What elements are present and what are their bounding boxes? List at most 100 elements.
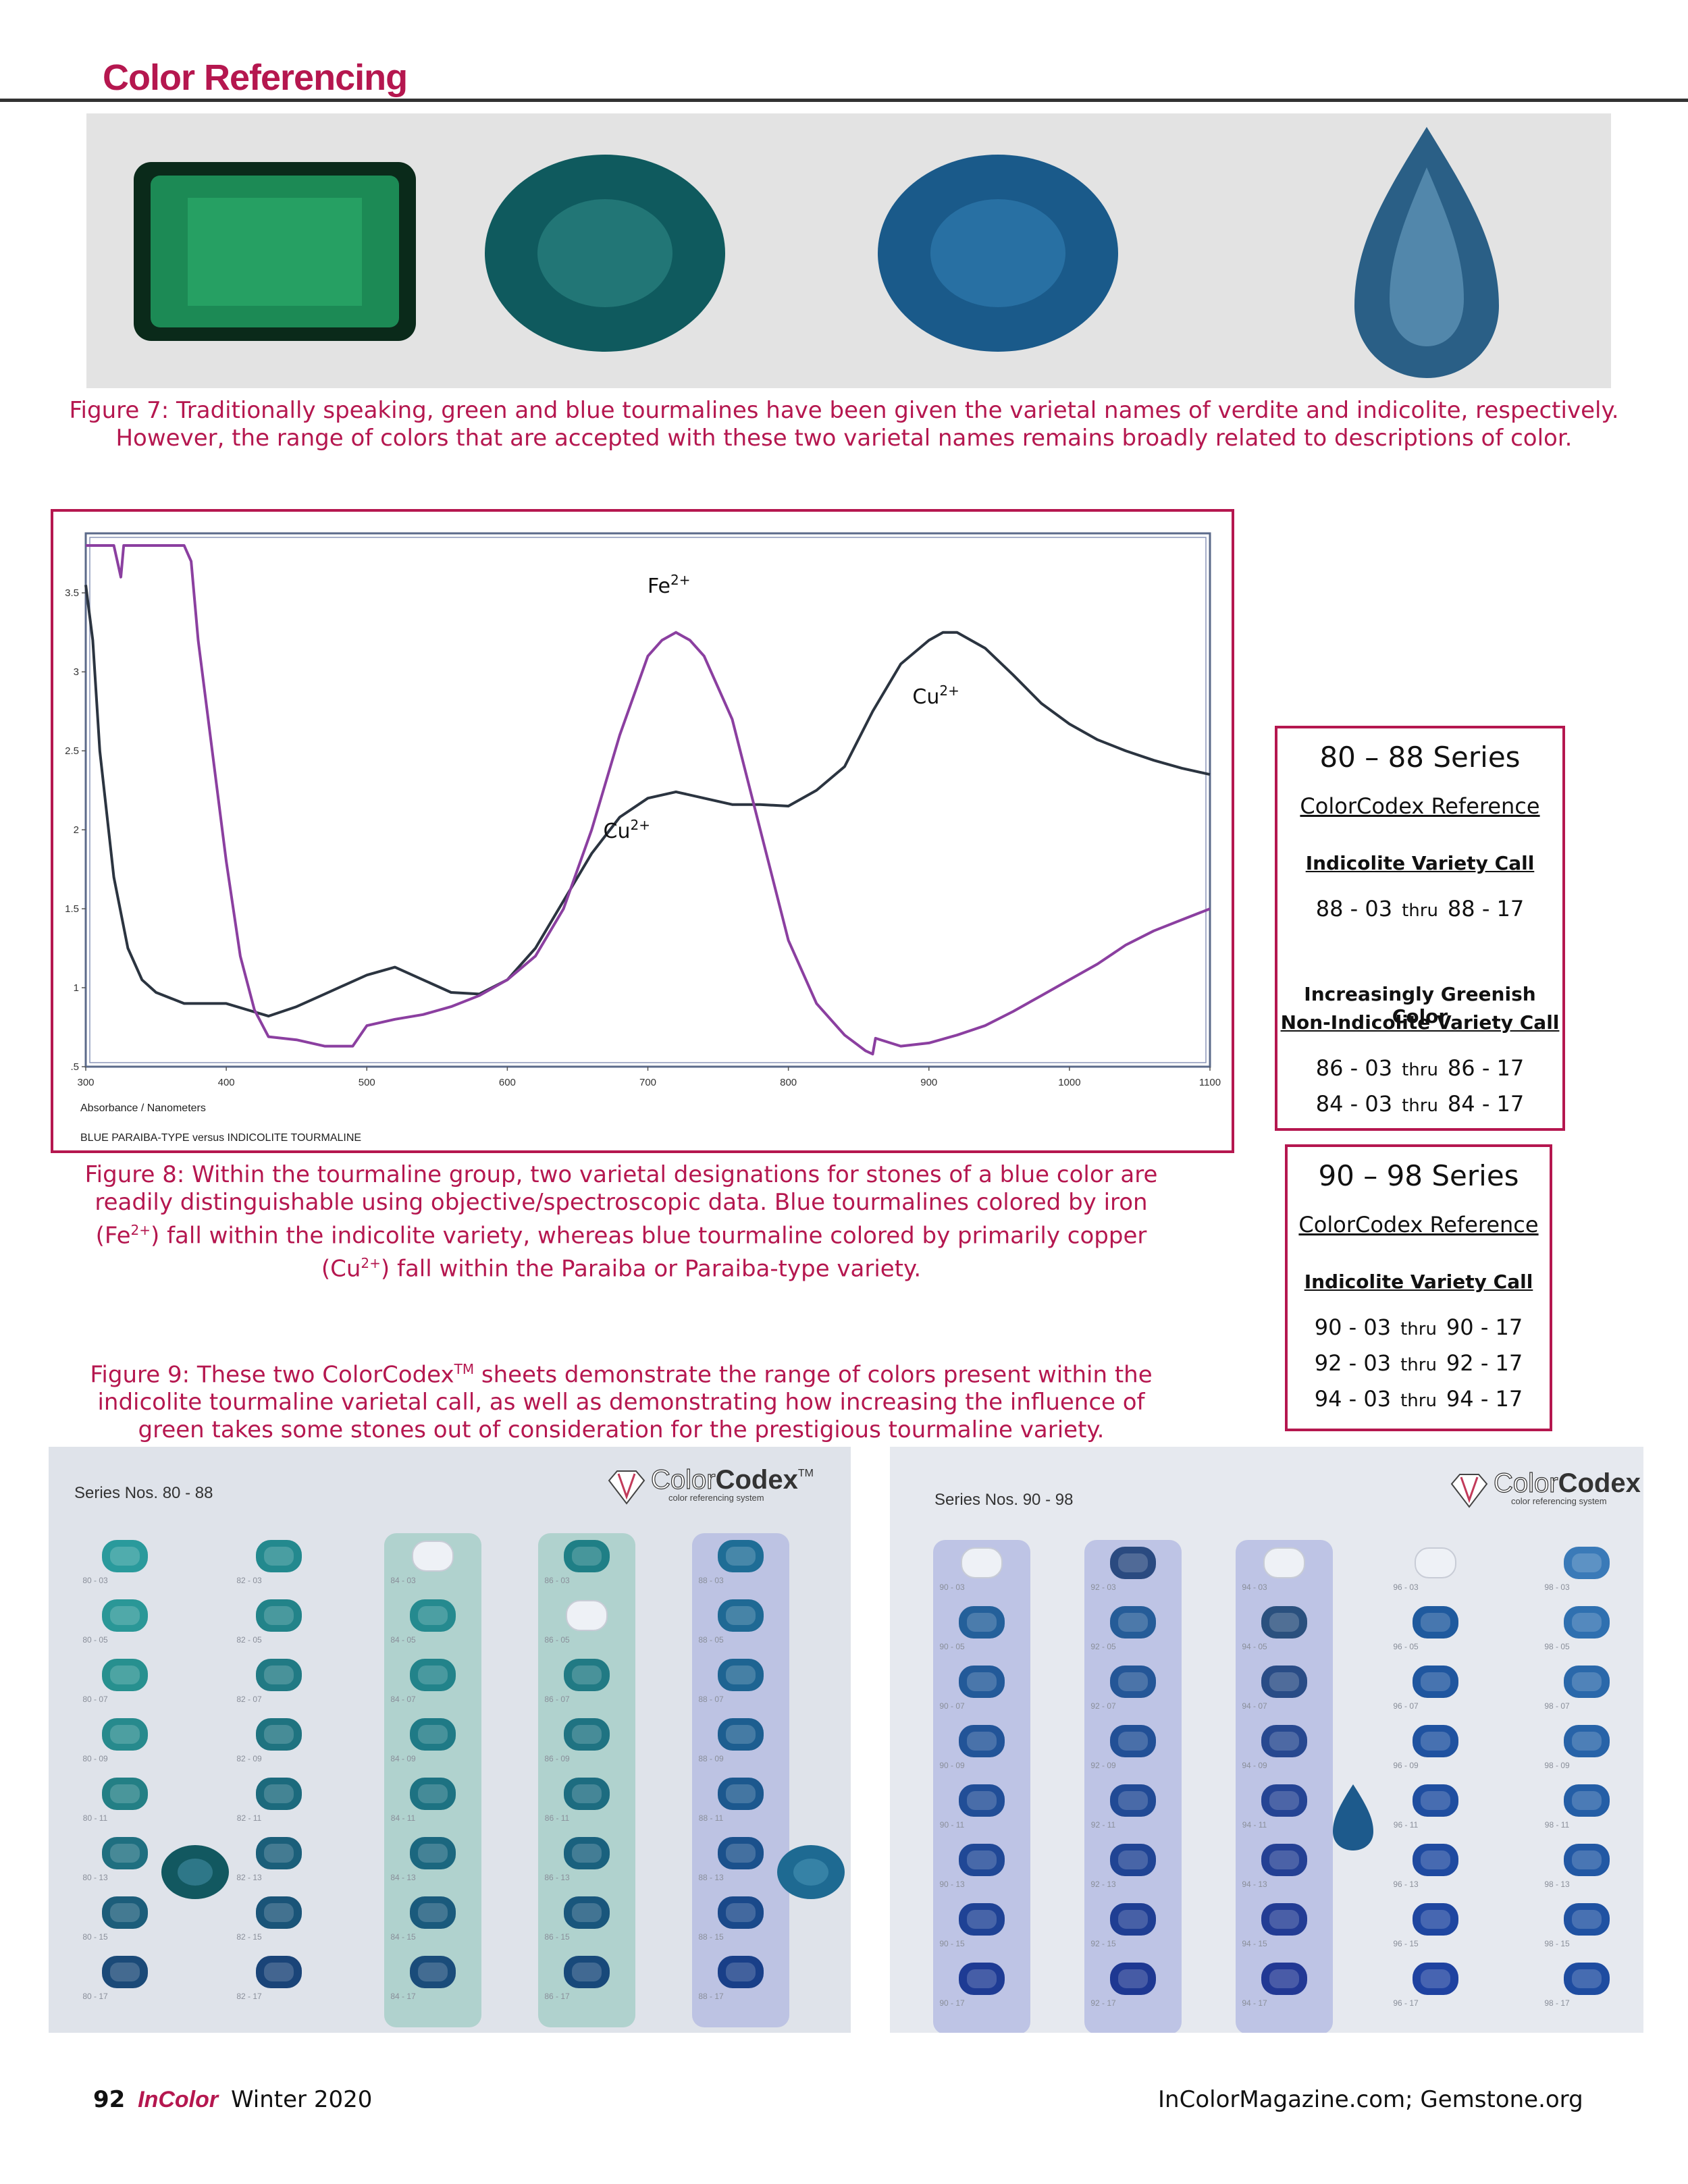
swatch-80-03 <box>102 1540 148 1572</box>
swatch-code-label: 84 - 03 <box>390 1576 416 1585</box>
swatch-code-label: 90 - 17 <box>939 1998 965 2008</box>
swatch-code-label: 88 - 17 <box>698 1992 724 2001</box>
swatch-code-label: 84 - 15 <box>390 1932 416 1942</box>
swatch-code-label: 98 - 15 <box>1544 1939 1570 1948</box>
ref2-subtitle: ColorCodex Reference <box>1298 1212 1539 1237</box>
swatch-code-label: 94 - 15 <box>1242 1939 1267 1948</box>
swatch-code-label: 94 - 17 <box>1242 1998 1267 2008</box>
swatch-88-07 <box>718 1659 764 1691</box>
ref1-call: Indicolite Variety Call <box>1305 852 1535 874</box>
swatch-facet <box>572 1666 602 1684</box>
swatch-code-label: 98 - 09 <box>1544 1761 1570 1770</box>
swatch-facet <box>1118 1969 1148 1988</box>
swatch-facet <box>110 1725 140 1744</box>
ref2-row-a-thru: thru <box>1400 1319 1437 1339</box>
swatch-98-15 <box>1564 1903 1610 1936</box>
swatch-90-13 <box>959 1844 1005 1876</box>
swatch-code-label: 94 - 07 <box>1242 1701 1267 1711</box>
fig8-cap-sup1: 2+ <box>130 1222 151 1238</box>
swatch-facet <box>726 1725 756 1744</box>
swatch-82-05 <box>256 1599 302 1632</box>
fig8-cap-sup2: 2+ <box>361 1255 381 1272</box>
swatch-code-label: 96 - 13 <box>1393 1880 1419 1889</box>
swatch-88-15 <box>718 1896 764 1929</box>
annotation-superscript: 2+ <box>939 683 959 699</box>
swatch-code-label: 92 - 07 <box>1090 1701 1116 1711</box>
title-rule <box>0 99 1688 102</box>
figure9-caption: Figure 9: These two ColorCodexTM sheets … <box>68 1356 1175 1444</box>
swatch-facet <box>418 1784 448 1803</box>
swatch-facet <box>1118 1553 1148 1572</box>
swatch-96-09 <box>1413 1725 1458 1757</box>
x-tick-label: 900 <box>920 1077 937 1088</box>
swatch-code-label: 82 - 05 <box>236 1635 262 1645</box>
swatch-code-label: 94 - 03 <box>1242 1582 1267 1592</box>
swatch-80-15 <box>102 1896 148 1929</box>
peak-annotation-2: Cu2+ <box>604 817 650 843</box>
swatch-94-17 <box>1261 1963 1307 1995</box>
swatch-facet <box>1118 1672 1148 1691</box>
ref2-row-c-thru: thru <box>1400 1391 1437 1411</box>
wordmark-color: Color <box>651 1465 716 1495</box>
ref1-subtitle: ColorCodex Reference <box>1300 793 1540 819</box>
swatch-code-label: 88 - 13 <box>698 1873 724 1882</box>
swatch-facet <box>967 1613 997 1632</box>
swatch-code-label: 96 - 05 <box>1393 1642 1419 1651</box>
swatch-84-17 <box>410 1956 456 1988</box>
fig8-cap-3: ) fall within the Paraiba or Paraiba-typ… <box>380 1255 922 1283</box>
swatch-98-13 <box>1564 1844 1610 1876</box>
swatch-82-11 <box>256 1778 302 1810</box>
swatch-90-17 <box>959 1963 1005 1995</box>
swatch-code-label: 92 - 13 <box>1090 1880 1116 1889</box>
swatch-code-label: 90 - 11 <box>940 1820 965 1830</box>
swatch-92-09 <box>1110 1725 1156 1757</box>
swatch-facet <box>418 1666 448 1684</box>
swatch-92-07 <box>1110 1666 1156 1698</box>
swatch-facet <box>264 1784 294 1803</box>
swatch-96-17 <box>1413 1963 1458 1995</box>
swatch-code-label: 86 - 15 <box>544 1932 570 1942</box>
wordmark-color: Color <box>1494 1468 1558 1498</box>
plot-area <box>84 532 1211 1068</box>
ref2-row-a-to: 90 - 17 <box>1446 1314 1523 1340</box>
swatch-86-09 <box>564 1718 610 1751</box>
loose-gem-facet <box>178 1859 213 1886</box>
ref2-row-a: 90 - 03 thru 90 - 17 <box>1288 1314 1550 1340</box>
annotation-superscript: 2+ <box>670 572 690 588</box>
swatch-facet <box>264 1666 294 1684</box>
swatch-80-11 <box>102 1778 148 1810</box>
swatch-94-09 <box>1261 1725 1307 1757</box>
swatch-facet <box>1118 1613 1148 1632</box>
footer-left: 92 InColor Winter 2020 <box>93 2086 372 2113</box>
swatch-facet <box>418 1725 448 1744</box>
swatch-empty-86-05 <box>566 1600 608 1631</box>
swatch-facet <box>1118 1732 1148 1751</box>
ref2-call: Indicolite Variety Call <box>1304 1271 1533 1293</box>
fig9-cap-tm: TM <box>454 1361 475 1377</box>
swatch-80-05 <box>102 1599 148 1632</box>
swatch-88-17 <box>718 1956 764 1988</box>
ref1-row2b-thru: thru <box>1402 1096 1438 1116</box>
swatch-82-03 <box>256 1540 302 1572</box>
loose-gem-oval-1 <box>777 1845 845 1899</box>
swatch-code-label: 80 - 03 <box>82 1576 108 1585</box>
swatch-code-label: 90 - 03 <box>939 1582 965 1592</box>
series-label: Series Nos. 80 - 88 <box>74 1484 213 1502</box>
swatch-86-07 <box>564 1659 610 1691</box>
swatch-facet <box>1572 1791 1602 1810</box>
gem-oval-blue <box>878 155 1118 352</box>
ref1-row2b-to: 84 - 17 <box>1447 1091 1525 1117</box>
swatch-facet <box>110 1784 140 1803</box>
swatch-code-label: 84 - 07 <box>390 1695 416 1704</box>
swatch-86-11 <box>564 1778 610 1810</box>
annotation-superscript: 2+ <box>631 817 650 833</box>
swatch-92-11 <box>1110 1784 1156 1817</box>
swatch-code-label: 96 - 07 <box>1393 1701 1419 1711</box>
swatch-facet <box>1269 1613 1299 1632</box>
swatch-facet <box>264 1903 294 1922</box>
swatch-facet <box>264 1963 294 1981</box>
swatch-92-03 <box>1110 1547 1156 1579</box>
swatch-facet <box>1421 1910 1450 1929</box>
swatch-empty-84-03 <box>412 1541 454 1572</box>
